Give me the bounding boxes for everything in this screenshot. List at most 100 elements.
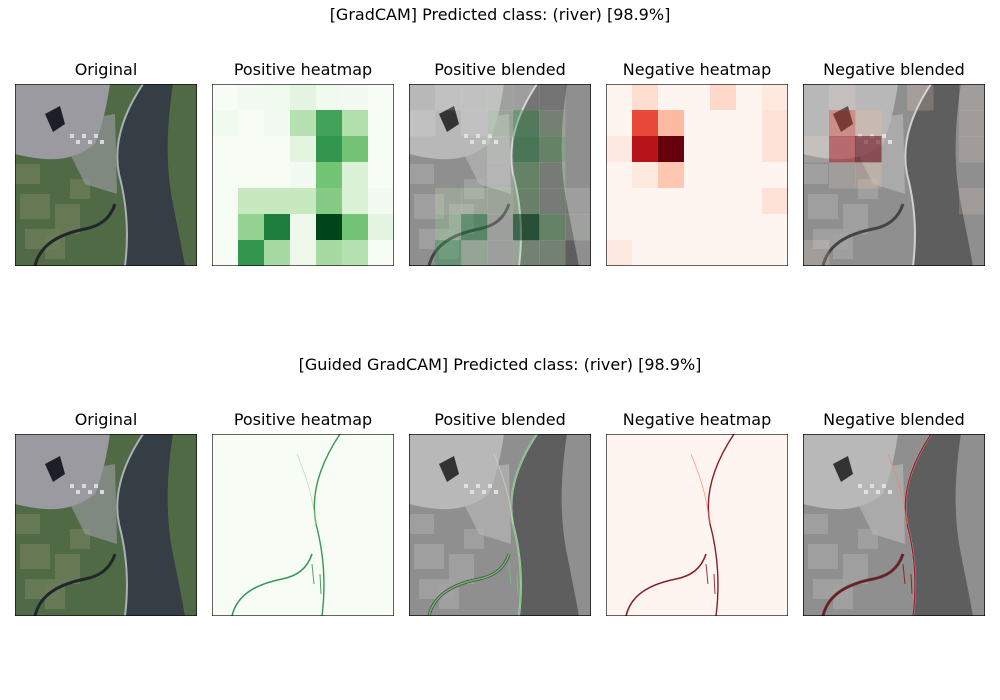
heatmap-cell	[736, 162, 763, 189]
guided-positive-heatmap-map	[212, 434, 394, 616]
heatmap-cell	[565, 214, 591, 241]
field-patch	[803, 514, 828, 534]
panel-title: Positive heatmap	[233, 60, 373, 79]
pond	[439, 456, 459, 482]
guided-positive-blended	[409, 434, 591, 616]
heatmap-cell	[316, 188, 343, 215]
heatmap-cell	[855, 162, 882, 189]
heatmap-cell	[606, 110, 633, 137]
heatmap-cell	[264, 188, 291, 215]
heatmap-cell	[684, 162, 711, 189]
heatmap-cell	[736, 84, 763, 111]
building	[882, 484, 886, 488]
heatmap-cell	[342, 214, 369, 241]
heatmap-cell	[435, 240, 462, 266]
gradcam-original-image	[15, 84, 197, 266]
heatmap-cell	[290, 188, 317, 215]
heatmap-cell	[264, 136, 291, 163]
heatmap-cell	[710, 84, 737, 111]
heatmap-cell	[959, 136, 985, 163]
guided-positive-heatmap	[212, 434, 394, 616]
heatmap-cell	[238, 110, 265, 137]
guided-negative-heatmap	[606, 434, 788, 616]
building	[876, 490, 880, 494]
edge-highlight	[690, 453, 711, 525]
heatmap-cell	[539, 110, 566, 137]
heatmap-cell	[368, 84, 394, 111]
guided-positive-blended-image	[409, 434, 591, 616]
field-patch	[20, 544, 50, 569]
heatmap-cell	[658, 110, 685, 137]
heatmap-cell	[829, 84, 856, 111]
edge-highlight	[902, 563, 913, 595]
road	[427, 203, 511, 266]
heatmap-cell	[513, 110, 540, 137]
building	[870, 484, 874, 488]
building	[464, 484, 468, 488]
field-patch	[414, 544, 444, 569]
river	[511, 434, 579, 616]
road	[821, 203, 905, 266]
heatmap-cell	[487, 84, 514, 111]
building	[464, 134, 468, 138]
heatmap-cell	[290, 240, 317, 266]
building	[476, 484, 480, 488]
heatmap-cell	[368, 240, 394, 266]
edge-highlight	[705, 563, 716, 595]
negative-heatmap-grid	[606, 84, 788, 266]
heatmap-cell	[290, 84, 317, 111]
heatmap-cell	[513, 162, 540, 189]
guided-negative-blended	[803, 434, 985, 616]
heatmap-cell	[632, 110, 659, 137]
heatmap-cell	[212, 84, 239, 111]
heatmap-cell	[290, 214, 317, 241]
heatmap-cell	[435, 214, 462, 241]
positive-heatmap-grid	[212, 84, 394, 266]
heatmap-cell	[736, 110, 763, 137]
heatmap-cell	[264, 214, 291, 241]
heatmap-cell	[513, 188, 540, 215]
building	[864, 490, 868, 494]
edge-highlight	[508, 563, 519, 595]
panel-title: Negative blended	[823, 60, 965, 79]
heatmap-cell	[316, 136, 343, 163]
heatmap-cell	[632, 84, 659, 111]
heatmap-cell	[539, 188, 566, 215]
heatmap-cell	[539, 162, 566, 189]
river	[117, 434, 185, 616]
heatmap-cell	[762, 110, 788, 137]
heatmap-cell	[238, 240, 265, 266]
field-patch	[439, 234, 459, 259]
field-patch	[409, 164, 434, 184]
right-bank	[561, 434, 591, 616]
gradcam-positive-blended	[409, 84, 591, 266]
riverbank-edge	[904, 84, 932, 266]
heatmap-cell	[907, 84, 934, 111]
field-patch	[833, 234, 853, 259]
heatmap-cell	[513, 214, 540, 241]
heatmap-background	[606, 434, 788, 616]
heatmap-cell	[829, 162, 856, 189]
heatmap-cell	[290, 110, 317, 137]
building	[88, 490, 92, 494]
heatmap-cell	[959, 188, 985, 215]
right-bank	[167, 434, 197, 616]
heatmap-cell	[632, 188, 659, 215]
heatmap-cell	[855, 136, 882, 163]
river	[905, 84, 973, 266]
heatmap-cell	[710, 110, 737, 137]
heatmap-cell	[855, 110, 882, 137]
edge-highlight	[311, 563, 322, 595]
field-patch	[414, 194, 444, 219]
road	[33, 203, 117, 266]
heatmap-cell	[710, 240, 737, 266]
heatmap-cell	[342, 84, 369, 111]
heatmap-cell	[658, 84, 685, 111]
heatmap-cell	[461, 110, 488, 137]
heatmap-cell	[606, 240, 633, 266]
heatmap-cell	[409, 110, 436, 137]
heatmap-cell	[212, 162, 239, 189]
positive-blended-image	[409, 84, 591, 266]
heatmap-cell	[606, 84, 633, 111]
heatmap-cell	[606, 214, 633, 241]
